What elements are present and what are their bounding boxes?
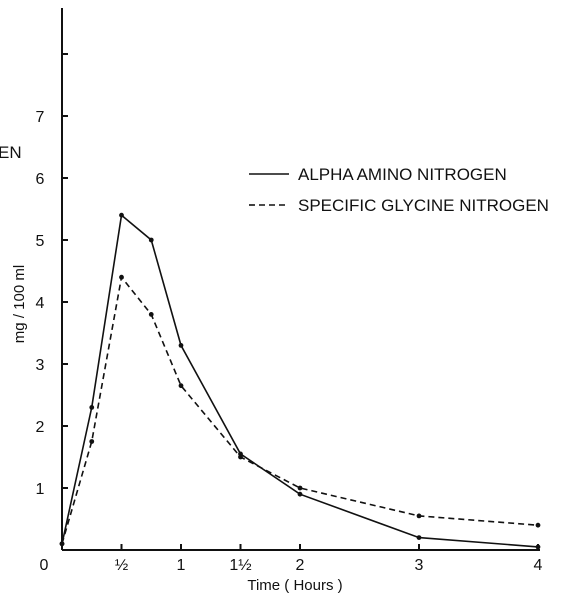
- series-layer: [59, 212, 541, 550]
- data-point: [416, 513, 422, 519]
- data-point: [89, 439, 95, 444]
- data-point: [89, 405, 95, 410]
- data-point: [119, 274, 124, 280]
- data-point: [238, 454, 243, 460]
- data-point: [59, 541, 65, 547]
- data-point: [297, 485, 303, 491]
- clipped-left-label: EN: [0, 143, 22, 162]
- series-line-1: [61, 213, 539, 548]
- y-tick-label: 5: [36, 233, 45, 250]
- y-tick-label: 3: [36, 357, 45, 374]
- x-tick-label: 1½: [229, 557, 251, 574]
- x-tick-label: 0: [40, 557, 49, 574]
- x-axis-label: Time ( Hours ): [247, 577, 342, 594]
- data-point: [119, 212, 124, 218]
- data-point: [416, 535, 422, 540]
- series-line-2: [61, 275, 539, 545]
- legend: ALPHA AMINO NITROGEN SPECIFIC GLYCINE NIT…: [249, 165, 549, 215]
- legend-label-2: SPECIFIC GLYCINE NITROGEN: [298, 196, 549, 215]
- y-axis-label: mg / 100 ml: [11, 265, 28, 343]
- x-tick-label: 4: [534, 557, 543, 574]
- data-point: [178, 383, 184, 389]
- x-tick-label: 3: [415, 557, 424, 574]
- legend-label-1: ALPHA AMINO NITROGEN: [298, 165, 507, 184]
- x-tick-label: 1: [177, 557, 186, 574]
- data-point: [535, 544, 541, 550]
- x-tick-label: 2: [296, 557, 305, 574]
- y-tick-label: 2: [36, 419, 45, 436]
- tick-marks: [62, 53, 539, 550]
- data-point: [535, 522, 541, 528]
- y-tick-label: 7: [36, 109, 45, 126]
- y-tick-label: 4: [36, 295, 45, 312]
- data-point: [148, 237, 154, 243]
- x-tick-label: ½: [115, 557, 128, 574]
- data-point: [297, 491, 303, 497]
- axes: [61, 8, 540, 551]
- tick-labels: 1 2 3 4 5 6 7 0 ½ 1 1½ 2 3 4: [36, 109, 543, 574]
- data-point: [178, 343, 184, 348]
- y-tick-label: 1: [36, 481, 45, 498]
- y-tick-label: 6: [36, 171, 45, 188]
- data-point: [148, 312, 154, 317]
